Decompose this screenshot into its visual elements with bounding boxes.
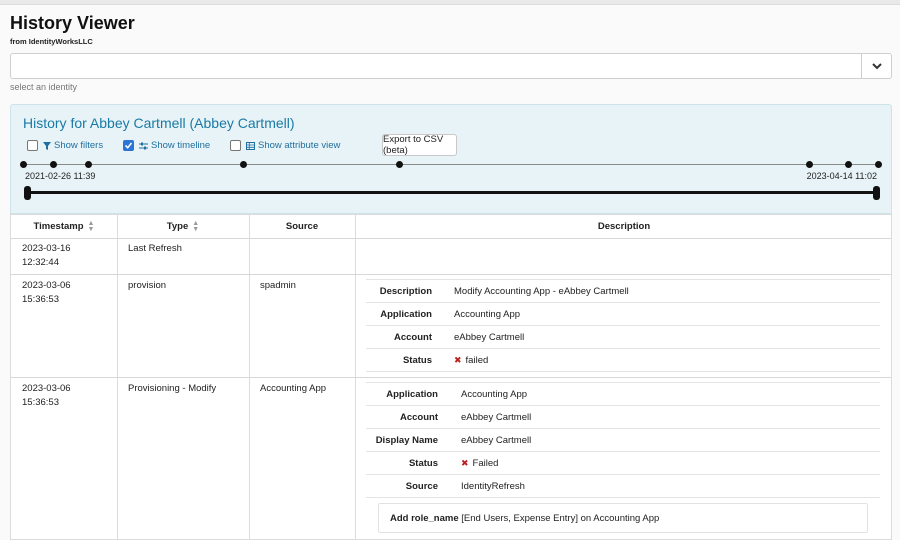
show-attribute-view-label: Show attribute view: [258, 140, 341, 151]
source-header: Source: [249, 215, 355, 239]
status-value: ✖ Failed: [461, 458, 498, 469]
failed-x-icon: ✖: [454, 355, 462, 365]
row-3-type: Provisioning - Modify: [128, 383, 217, 394]
detail-divider: [366, 474, 880, 475]
detail-label: Application: [380, 309, 432, 320]
timeline-event-dot[interactable]: [806, 161, 813, 168]
timeline-axis: [23, 164, 881, 165]
detail-label: Description: [379, 286, 432, 297]
status-text: failed: [465, 355, 489, 366]
filter-icon: [43, 141, 51, 150]
detail-value: Modify Accounting App - eAbbey Cartmell: [454, 286, 629, 297]
show-filters-toggle[interactable]: Show filters: [27, 140, 103, 151]
detail-label: Account: [400, 412, 438, 423]
timestamp-header-label: Timestamp: [33, 221, 84, 232]
timeline-event-dot[interactable]: [875, 161, 882, 168]
timeline-range-track[interactable]: [27, 191, 879, 194]
note-text: [End Users, Expense Entry] on Accounting…: [458, 513, 660, 524]
app-title: History Viewer: [10, 13, 135, 33]
row-1-timestamp: 2023-03-16 12:32:44: [22, 243, 71, 268]
checkmark-icon: [124, 142, 133, 149]
row-3-source: Accounting App: [260, 383, 327, 394]
show-timeline-label: Show timeline: [151, 140, 211, 151]
row-divider: [11, 274, 891, 275]
row-divider: [11, 377, 891, 378]
timeline-event-dot[interactable]: [50, 161, 57, 168]
show-timeline-toggle[interactable]: Show timeline: [123, 140, 210, 151]
role-change-note: Add role_name [End Users, Expense Entry]…: [378, 503, 868, 533]
history-panel: History for Abbey Cartmell (Abbey Cartme…: [10, 104, 892, 214]
timeline-start-label: 2021-02-26 11:39: [25, 171, 96, 181]
row-2-timestamp: 2023-03-06 15:36:53: [22, 280, 71, 305]
row-3-timestamp: 2023-03-06 15:36:53: [22, 383, 71, 408]
show-filters-label: Show filters: [54, 140, 104, 151]
show-attribute-view-toggle[interactable]: Show attribute view: [230, 140, 340, 151]
sort-icon: ▲ ▼: [192, 219, 200, 233]
detail-value: eAbbey Cartmell: [461, 412, 532, 423]
timeline-event-dot[interactable]: [85, 161, 92, 168]
detail-divider: [366, 405, 880, 406]
chevron-down-icon: [871, 62, 882, 69]
detail-value: Accounting App: [461, 389, 528, 400]
timeline-event-dot[interactable]: [396, 161, 403, 168]
description-header: Description: [355, 215, 891, 239]
type-header[interactable]: Type ▲ ▼: [117, 215, 249, 239]
select-hint: select an identity: [10, 82, 78, 92]
show-attribute-view-checkbox[interactable]: [230, 140, 241, 151]
app-subtitle: from IdentityWorksLLC: [10, 37, 93, 46]
sliders-icon: [139, 142, 148, 150]
detail-value: eAbbey Cartmell: [454, 332, 525, 343]
show-filters-checkbox[interactable]: [27, 140, 38, 151]
top-bar: [0, 0, 900, 5]
status-value: ✖ failed: [454, 355, 488, 366]
sort-icon: ▲ ▼: [87, 219, 95, 233]
row-2-source: spadmin: [260, 280, 296, 291]
show-timeline-checkbox[interactable]: [123, 140, 134, 151]
panel-title: History for Abbey Cartmell (Abbey Cartme…: [23, 115, 295, 131]
detail-label: Application: [386, 389, 438, 400]
detail-label: Display Name: [375, 435, 438, 446]
export-csv-button[interactable]: Export to CSV (beta): [382, 134, 457, 156]
timeline-end-label: 2023-04-14 11:02: [806, 171, 877, 181]
detail-label: Source: [405, 481, 438, 492]
range-start-handle[interactable]: [24, 186, 31, 200]
detail-divider: [366, 302, 880, 303]
detail-label: Status: [408, 458, 438, 469]
timestamp-header[interactable]: Timestamp ▲ ▼: [11, 215, 117, 239]
detail-divider: [366, 497, 880, 498]
note-action: Add role_name: [390, 513, 459, 524]
detail-label: Account: [394, 332, 432, 343]
dropdown-toggle-button[interactable]: [861, 54, 891, 78]
row-2-type: provision: [128, 280, 167, 291]
detail-divider: [366, 382, 880, 383]
failed-x-icon: ✖: [461, 458, 469, 468]
detail-divider: [366, 451, 880, 452]
detail-divider: [366, 325, 880, 326]
identity-select[interactable]: [10, 53, 892, 79]
row-1-type: Last Refresh: [128, 243, 182, 254]
timeline-event-dot[interactable]: [20, 161, 27, 168]
timeline-event-dot[interactable]: [845, 161, 852, 168]
detail-divider: [366, 279, 880, 280]
timeline-event-dot[interactable]: [240, 161, 247, 168]
type-header-label: Type: [166, 221, 189, 232]
detail-divider: [366, 371, 880, 372]
history-table: Timestamp ▲ ▼ Type ▲ ▼ Source Description: [10, 214, 892, 540]
detail-value: IdentityRefresh: [461, 481, 525, 492]
detail-divider: [366, 428, 880, 429]
detail-divider: [366, 348, 880, 349]
detail-value: Accounting App: [454, 309, 521, 320]
detail-label: Status: [402, 355, 432, 366]
table-icon: [246, 141, 255, 150]
detail-value: eAbbey Cartmell: [461, 435, 532, 446]
status-text: Failed: [472, 458, 499, 469]
range-end-handle[interactable]: [873, 186, 880, 200]
